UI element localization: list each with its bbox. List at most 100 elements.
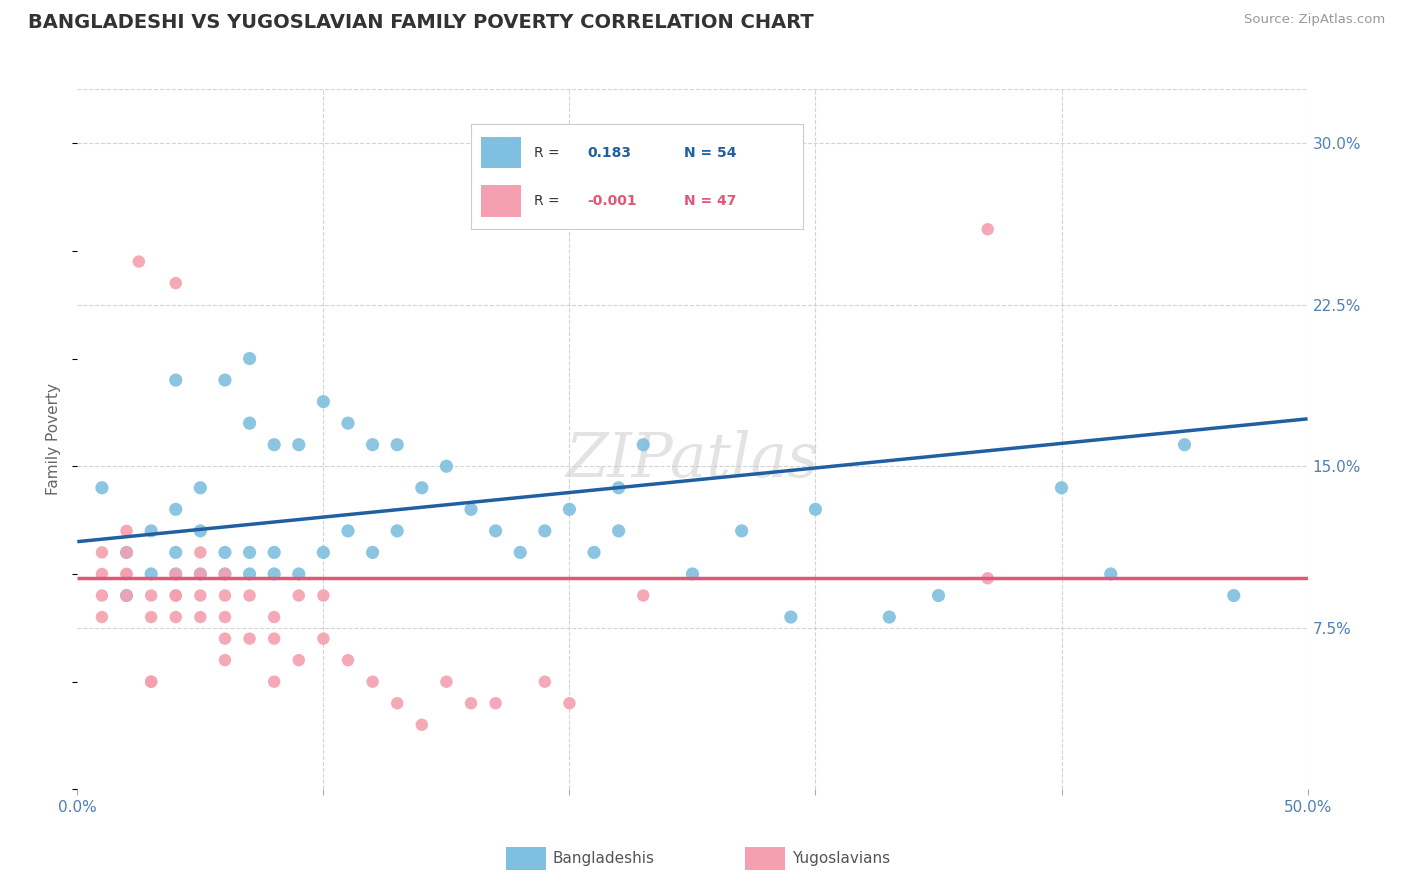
- Point: [263, 545, 285, 559]
- Point: [214, 653, 236, 667]
- Point: [165, 589, 187, 603]
- Text: Bangladeshis: Bangladeshis: [553, 851, 655, 866]
- Y-axis label: Family Poverty: Family Poverty: [46, 384, 62, 495]
- Point: [1099, 566, 1122, 581]
- Point: [165, 545, 187, 559]
- Point: [682, 566, 704, 581]
- Point: [165, 373, 187, 387]
- Point: [485, 524, 508, 538]
- Point: [534, 524, 557, 538]
- Point: [190, 610, 212, 624]
- Point: [411, 718, 433, 732]
- Point: [288, 653, 311, 667]
- Point: [190, 524, 212, 538]
- Point: [214, 545, 236, 559]
- Point: [288, 566, 311, 581]
- Point: [115, 566, 138, 581]
- Point: [239, 351, 262, 366]
- Point: [115, 545, 138, 559]
- Point: [731, 524, 754, 538]
- Point: [115, 566, 138, 581]
- Point: [115, 524, 138, 538]
- Point: [337, 524, 360, 538]
- Point: [90, 566, 114, 581]
- Text: BANGLADESHI VS YUGOSLAVIAN FAMILY POVERTY CORRELATION CHART: BANGLADESHI VS YUGOSLAVIAN FAMILY POVERT…: [28, 13, 814, 32]
- Point: [263, 438, 285, 452]
- Point: [804, 502, 827, 516]
- Point: [1223, 589, 1246, 603]
- Point: [115, 589, 138, 603]
- Point: [558, 502, 581, 516]
- Point: [288, 589, 311, 603]
- Point: [263, 632, 285, 646]
- Point: [115, 545, 138, 559]
- Point: [141, 566, 163, 581]
- Point: [190, 545, 212, 559]
- Point: [165, 502, 187, 516]
- Point: [312, 589, 335, 603]
- Point: [190, 589, 212, 603]
- Text: ZIPatlas: ZIPatlas: [565, 430, 820, 491]
- Point: [190, 481, 212, 495]
- Point: [361, 674, 384, 689]
- Point: [239, 566, 262, 581]
- Point: [239, 632, 262, 646]
- Point: [558, 696, 581, 710]
- Point: [534, 674, 557, 689]
- Point: [436, 674, 458, 689]
- Point: [141, 674, 163, 689]
- Point: [337, 416, 360, 430]
- Point: [263, 674, 285, 689]
- Point: [509, 125, 531, 139]
- Point: [141, 524, 163, 538]
- Point: [583, 545, 606, 559]
- Point: [387, 438, 409, 452]
- Point: [165, 610, 187, 624]
- Point: [141, 589, 163, 603]
- Point: [165, 589, 187, 603]
- Point: [1050, 481, 1073, 495]
- Point: [485, 696, 508, 710]
- Point: [387, 696, 409, 710]
- Point: [460, 502, 482, 516]
- Point: [214, 632, 236, 646]
- Point: [312, 545, 335, 559]
- Point: [288, 438, 311, 452]
- Point: [460, 696, 482, 710]
- Point: [214, 566, 236, 581]
- Point: [387, 524, 409, 538]
- Point: [214, 589, 236, 603]
- Point: [780, 610, 803, 624]
- Point: [214, 373, 236, 387]
- Point: [977, 571, 1000, 585]
- Point: [337, 653, 360, 667]
- Point: [361, 545, 384, 559]
- Point: [128, 254, 150, 268]
- Point: [263, 610, 285, 624]
- Point: [239, 416, 262, 430]
- Point: [436, 459, 458, 474]
- Point: [214, 566, 236, 581]
- Point: [90, 610, 114, 624]
- Point: [977, 222, 1000, 236]
- Point: [141, 674, 163, 689]
- Point: [312, 394, 335, 409]
- Text: Yugoslavians: Yugoslavians: [792, 851, 890, 866]
- Point: [214, 610, 236, 624]
- Point: [1174, 438, 1197, 452]
- Point: [361, 438, 384, 452]
- Point: [239, 589, 262, 603]
- Point: [411, 481, 433, 495]
- Point: [263, 566, 285, 581]
- Point: [165, 276, 187, 290]
- Point: [190, 566, 212, 581]
- Point: [190, 566, 212, 581]
- Point: [633, 589, 655, 603]
- Point: [165, 566, 187, 581]
- Point: [312, 632, 335, 646]
- Point: [90, 481, 114, 495]
- Point: [509, 545, 531, 559]
- Point: [90, 589, 114, 603]
- Text: Source: ZipAtlas.com: Source: ZipAtlas.com: [1244, 13, 1385, 27]
- Point: [633, 438, 655, 452]
